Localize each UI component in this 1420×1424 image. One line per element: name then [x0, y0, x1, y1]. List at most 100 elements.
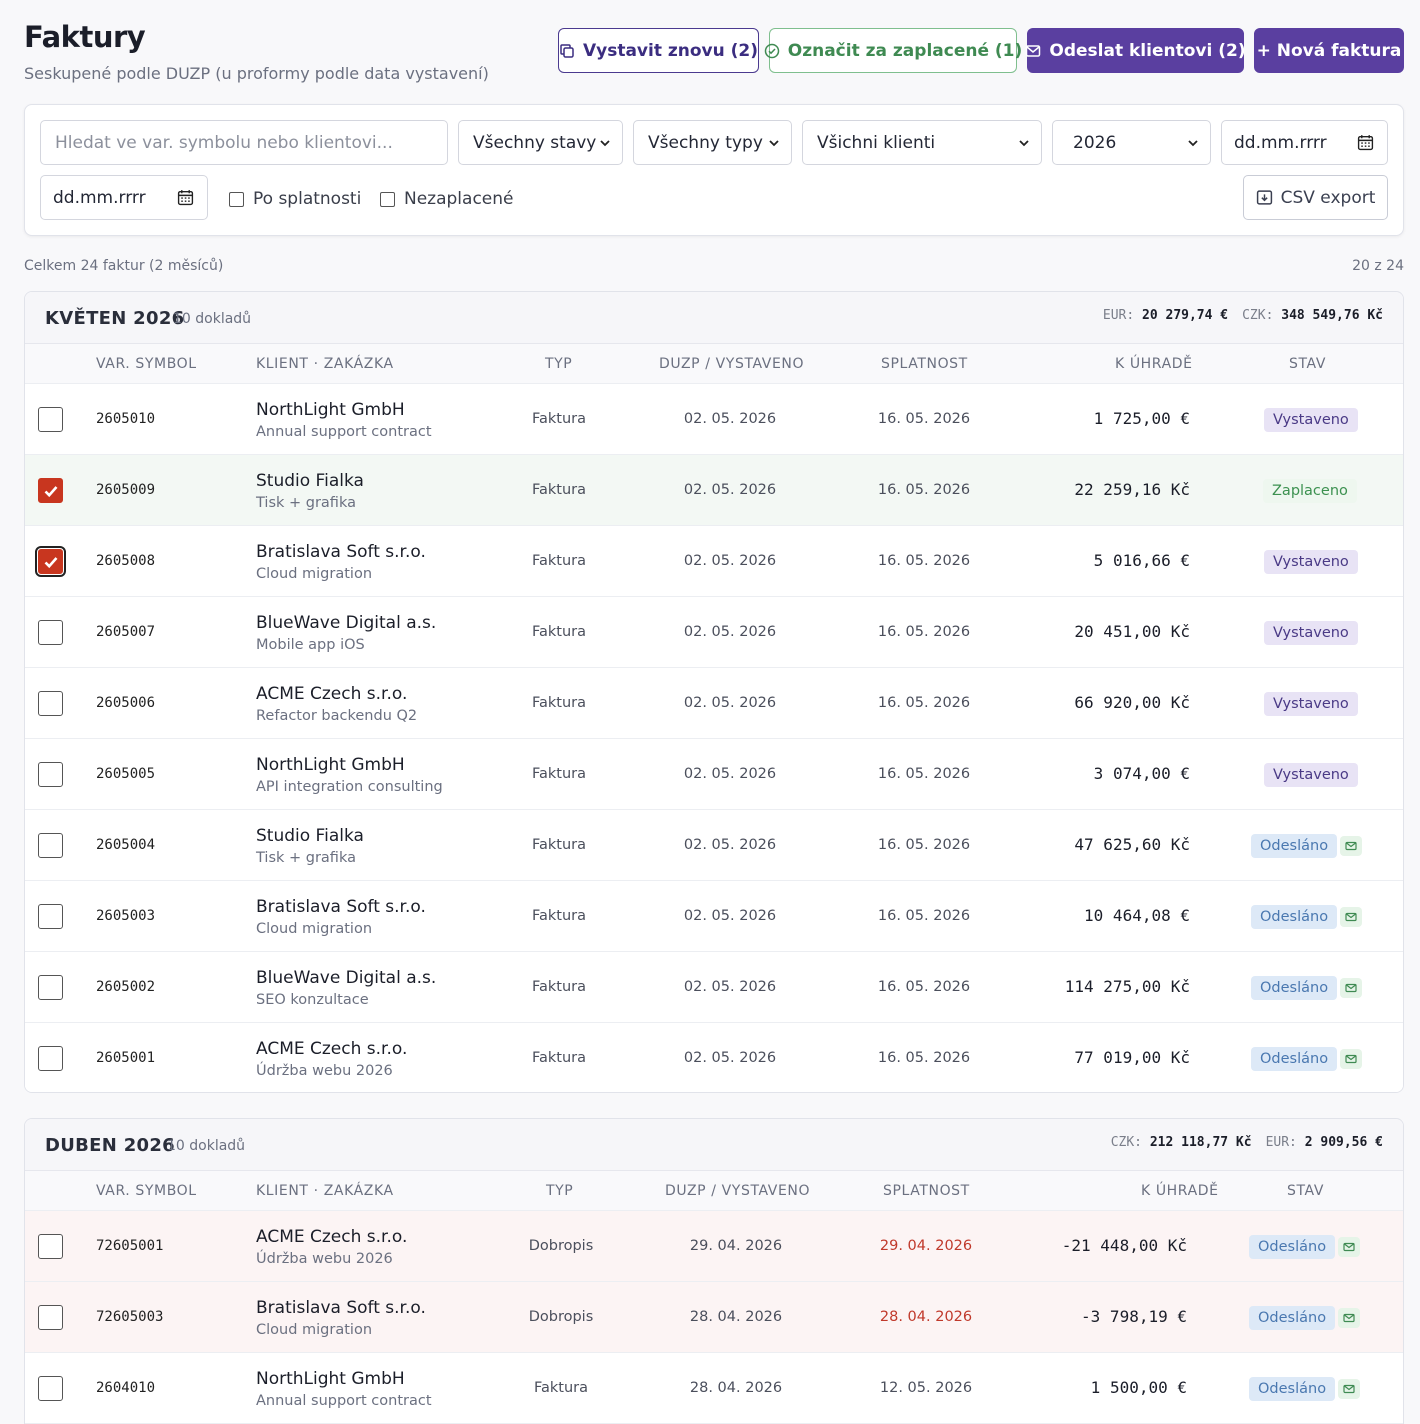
- row-checkbox[interactable]: [38, 833, 63, 858]
- column-header-status[interactable]: STAV: [1289, 356, 1327, 372]
- type-select[interactable]: Všechny typy: [633, 120, 792, 165]
- status-badge[interactable]: Vystaveno: [1264, 408, 1358, 432]
- column-header-var[interactable]: VAR. SYMBOL: [96, 356, 197, 372]
- overdue-filter[interactable]: Po splatnosti: [229, 189, 361, 209]
- column-header-due[interactable]: SPLATNOST: [881, 356, 968, 372]
- client-name[interactable]: Bratislava Soft s.r.o.: [256, 542, 426, 562]
- var-symbol[interactable]: 2605006: [96, 695, 156, 711]
- table-row[interactable]: 2605008 Bratislava Soft s.r.o. Cloud migra…: [25, 526, 1403, 597]
- date-to-input[interactable]: dd.mm.rrrr: [40, 175, 208, 220]
- row-checkbox[interactable]: [38, 762, 63, 787]
- table-row[interactable]: 2605005 NorthLight GmbH API integration co…: [25, 739, 1403, 810]
- table-row[interactable]: 2605004 Studio Fialka Tisk + grafika Faktur…: [25, 810, 1403, 881]
- column-header-date[interactable]: DUZP / VYSTAVENO: [659, 356, 805, 372]
- row-checkbox[interactable]: [38, 620, 63, 645]
- status-badge[interactable]: Vystaveno: [1264, 550, 1358, 574]
- var-symbol[interactable]: 2605009: [96, 482, 156, 498]
- var-symbol[interactable]: 2605002: [96, 979, 156, 995]
- column-header-client[interactable]: KLIENT · ZAKÁZKA: [256, 356, 394, 372]
- status-badge[interactable]: Vystaveno: [1264, 692, 1358, 716]
- row-checkbox[interactable]: [38, 691, 63, 716]
- column-header-var[interactable]: VAR. SYMBOL: [96, 1183, 197, 1199]
- var-symbol[interactable]: 2605008: [96, 553, 156, 569]
- table-row[interactable]: 72605003 Bratislava Soft s.r.o. Cloud migr…: [25, 1282, 1403, 1353]
- table-row[interactable]: 2605007 BlueWave Digital a.s. Mobile app i…: [25, 597, 1403, 668]
- sent-mail-indicator[interactable]: [1340, 1049, 1362, 1069]
- client-name[interactable]: Bratislava Soft s.r.o.: [256, 897, 426, 917]
- status-badge[interactable]: Vystaveno: [1264, 621, 1358, 645]
- table-row[interactable]: 2605002 BlueWave Digital a.s. SEO konzulta…: [25, 952, 1403, 1023]
- client-name[interactable]: BlueWave Digital a.s.: [256, 613, 437, 633]
- table-row[interactable]: 2605009 Studio Fialka Tisk + grafika Faktur…: [25, 455, 1403, 526]
- status-badge[interactable]: Odesláno: [1251, 976, 1338, 1000]
- column-header-amount[interactable]: K ÚHRADĚ: [1141, 1183, 1219, 1199]
- sent-mail-indicator[interactable]: [1340, 836, 1362, 856]
- var-symbol[interactable]: 2605004: [96, 837, 156, 853]
- client-name[interactable]: Bratislava Soft s.r.o.: [256, 1298, 426, 1318]
- sent-mail-indicator[interactable]: [1338, 1379, 1360, 1399]
- table-row[interactable]: 72605001 ACME Czech s.r.o. Údržba webu 202…: [25, 1211, 1403, 1282]
- client-name[interactable]: Studio Fialka: [256, 826, 364, 846]
- sent-mail-indicator[interactable]: [1340, 978, 1362, 998]
- send-to-client-button[interactable]: Odeslat klientovi (2): [1026, 28, 1246, 73]
- table-row[interactable]: 2605003 Bratislava Soft s.r.o. Cloud migra…: [25, 881, 1403, 952]
- status-badge[interactable]: Odesláno: [1249, 1235, 1336, 1259]
- unpaid-filter[interactable]: Nezaplacené: [380, 189, 514, 209]
- row-checkbox[interactable]: [38, 478, 63, 503]
- status-badge[interactable]: Odesláno: [1249, 1377, 1336, 1401]
- row-checkbox[interactable]: [35, 546, 66, 577]
- csv-export-button[interactable]: CSV export: [1243, 175, 1388, 220]
- status-badge[interactable]: Vystaveno: [1264, 763, 1358, 787]
- sent-mail-indicator[interactable]: [1340, 907, 1362, 927]
- sent-mail-indicator[interactable]: [1338, 1308, 1360, 1328]
- sent-mail-indicator[interactable]: [1338, 1237, 1360, 1257]
- column-header-client[interactable]: KLIENT · ZAKÁZKA: [256, 1183, 394, 1199]
- table-row[interactable]: 2604010 NorthLight GmbH Annual support con…: [25, 1353, 1403, 1424]
- year-select[interactable]: 2026: [1052, 120, 1211, 165]
- row-checkbox[interactable]: [38, 1376, 63, 1401]
- calendar-icon[interactable]: [1357, 134, 1374, 151]
- var-symbol[interactable]: 2605001: [96, 1050, 156, 1066]
- var-symbol[interactable]: 2605007: [96, 624, 156, 640]
- var-symbol[interactable]: 72605001: [96, 1238, 164, 1254]
- unpaid-checkbox[interactable]: [380, 191, 395, 207]
- row-checkbox[interactable]: [38, 407, 63, 432]
- table-row[interactable]: 2605010 NorthLight GmbH Annual support con…: [25, 384, 1403, 455]
- client-name[interactable]: NorthLight GmbH: [256, 400, 405, 420]
- var-symbol[interactable]: 2605003: [96, 908, 156, 924]
- table-row[interactable]: 2605001 ACME Czech s.r.o. Údržba webu 2026…: [25, 1023, 1403, 1092]
- status-badge[interactable]: Odesláno: [1251, 834, 1338, 858]
- column-header-due[interactable]: SPLATNOST: [883, 1183, 970, 1199]
- client-name[interactable]: NorthLight GmbH: [256, 1369, 405, 1389]
- client-name[interactable]: Studio Fialka: [256, 471, 364, 491]
- row-checkbox[interactable]: [38, 1305, 63, 1330]
- column-header-type[interactable]: TYP: [545, 356, 573, 372]
- client-name[interactable]: ACME Czech s.r.o.: [256, 1227, 408, 1247]
- overdue-checkbox[interactable]: [229, 191, 244, 207]
- var-symbol[interactable]: 2605010: [96, 411, 156, 427]
- status-badge[interactable]: Odesláno: [1249, 1306, 1336, 1330]
- status-badge[interactable]: Odesláno: [1251, 1047, 1338, 1071]
- calendar-icon[interactable]: [177, 189, 194, 206]
- column-header-amount[interactable]: K ÚHRADĚ: [1115, 356, 1193, 372]
- row-checkbox[interactable]: [38, 1234, 63, 1259]
- client-name[interactable]: BlueWave Digital a.s.: [256, 968, 437, 988]
- search-input[interactable]: Hledat ve var. symbolu nebo klientovi...: [40, 120, 448, 165]
- column-header-type[interactable]: TYP: [546, 1183, 574, 1199]
- reissue-button[interactable]: Vystavit znovu (2): [558, 28, 759, 73]
- status-select[interactable]: Všechny stavy: [458, 120, 623, 165]
- var-symbol[interactable]: 72605003: [96, 1309, 164, 1325]
- column-header-status[interactable]: STAV: [1287, 1183, 1325, 1199]
- row-checkbox[interactable]: [38, 904, 63, 929]
- new-invoice-button[interactable]: + Nová faktura: [1254, 28, 1404, 73]
- status-badge[interactable]: Odesláno: [1251, 905, 1338, 929]
- var-symbol[interactable]: 2604010: [96, 1380, 156, 1396]
- client-name[interactable]: NorthLight GmbH: [256, 755, 405, 775]
- var-symbol[interactable]: 2605005: [96, 766, 156, 782]
- row-checkbox[interactable]: [38, 1046, 63, 1071]
- mark-paid-button[interactable]: Označit za zaplacené (1): [764, 28, 1022, 73]
- client-name[interactable]: ACME Czech s.r.o.: [256, 684, 408, 704]
- date-from-input[interactable]: dd.mm.rrrr: [1221, 120, 1388, 165]
- row-checkbox[interactable]: [38, 975, 63, 1000]
- client-select[interactable]: Všichni klienti: [802, 120, 1042, 165]
